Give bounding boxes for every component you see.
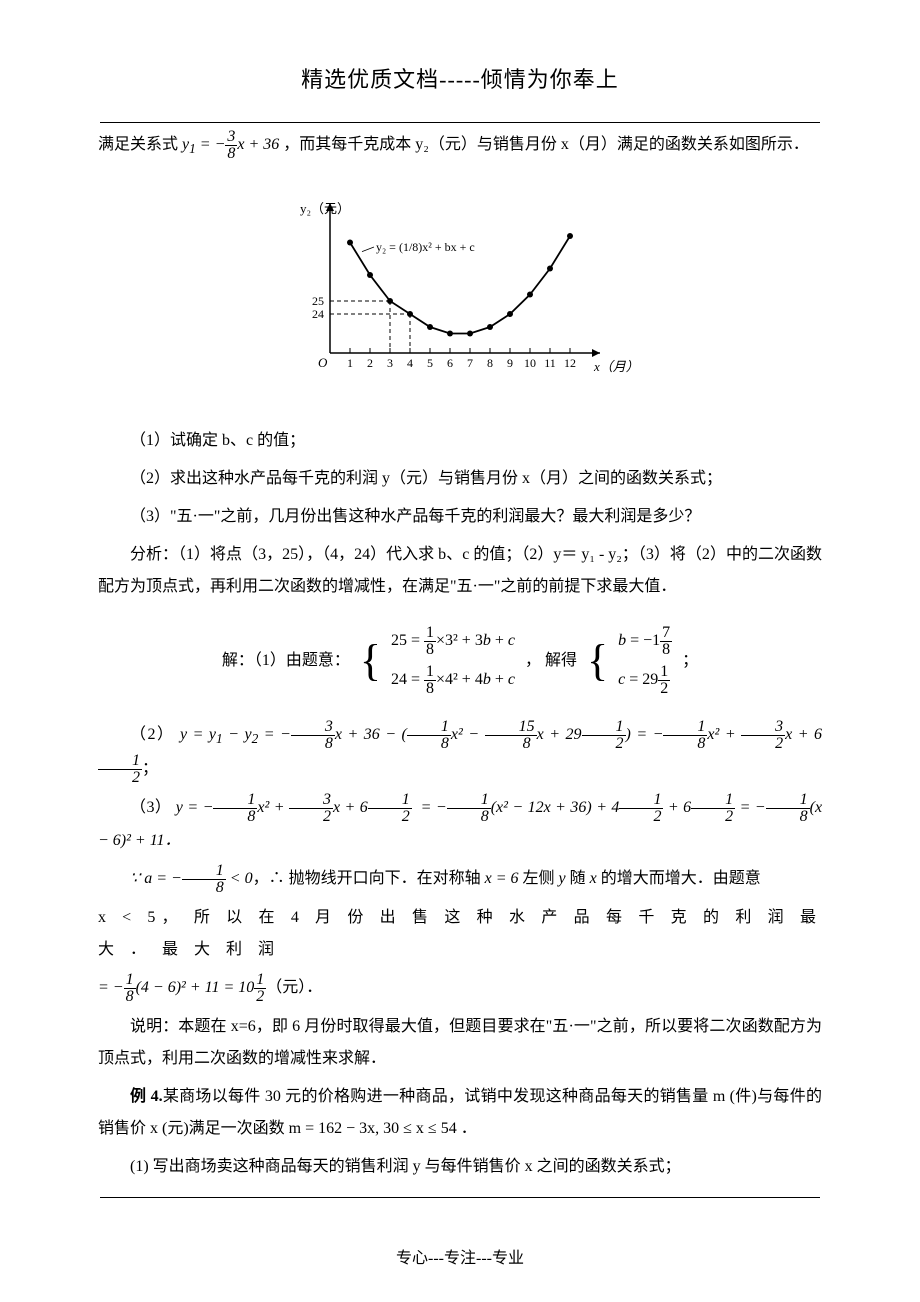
solution-3d: = −18(4 − 6)² + 11 = 1012（元）．	[98, 972, 822, 1005]
footer-divider	[100, 1197, 820, 1198]
svg-text:y₂（元）: y₂（元）	[300, 201, 350, 216]
solution-3c: x < 5， 所 以 在 4 月 份 出 售 这 种 水 产 品 每 千 克 的…	[98, 902, 822, 966]
svg-text:3: 3	[387, 356, 393, 370]
para1-eq: y1 = −38x + 36	[182, 136, 283, 153]
cost-chart-svg: 123456789101112Oy₂（元）x（月）2524y₂ = (1/8)x…	[280, 183, 640, 393]
svg-text:4: 4	[407, 356, 413, 370]
solution-3b: ∵ a = −18 < 0，∴ 抛物线开口向下．在对称轴 x = 6 左侧 y …	[98, 863, 822, 896]
para1-post: ，而其每千克成本 y₂（元）与销售月份 x（月）满足的函数关系如图所示．	[283, 136, 809, 153]
sol1-tail: ；	[678, 623, 702, 699]
sol1-lead: 解：（1）由题意：	[218, 623, 354, 699]
svg-text:x（月）: x（月）	[593, 359, 639, 374]
svg-text:11: 11	[544, 356, 556, 370]
svg-text:7: 7	[467, 356, 473, 370]
para-relation: 满足关系式 y1 = −38x + 36 ，而其每千克成本 y₂（元）与销售月份…	[98, 129, 822, 163]
ex4-lead: 例 4.	[130, 1088, 163, 1105]
svg-text:9: 9	[507, 356, 513, 370]
svg-text:1: 1	[347, 356, 353, 370]
page-header: 精选优质文档-----倾情为你奉上	[98, 62, 822, 94]
svg-text:y₂ = (1/8)x² + bx + c: y₂ = (1/8)x² + bx + c	[376, 240, 475, 254]
svg-text:O: O	[318, 355, 328, 370]
question-2: （2）求出这种水产品每千克的利润 y（元）与销售月份 x（月）之间的函数关系式；	[98, 463, 822, 495]
solution-3a: （3） y = −18x² + 32x + 612 = −18(x² − 12x…	[98, 792, 822, 857]
svg-text:25: 25	[312, 294, 324, 308]
sol1-mid: ， 解得	[521, 623, 581, 699]
example-4: 例 4.某商场以每件 30 元的价格购进一种商品，试销中发现这种商品每天的销售量…	[98, 1081, 822, 1145]
svg-text:8: 8	[487, 356, 493, 370]
svg-text:6: 6	[447, 356, 453, 370]
svg-text:24: 24	[312, 307, 324, 321]
header-divider	[100, 122, 820, 123]
question-1: （1）试确定 b、c 的值；	[98, 425, 822, 457]
svg-text:12: 12	[564, 356, 576, 370]
question-3: （3）"五·一"之前，几月份出售这种水产品每千克的利润最大？最大利润是多少？	[98, 501, 822, 533]
svg-text:5: 5	[427, 356, 433, 370]
solution-2: （2） y = y1 − y2 = −38x + 36 − (18x² − 15…	[98, 719, 822, 786]
page-footer: 专心---专注---专业	[0, 1244, 920, 1268]
solution-1-system: 解：（1）由题意： { 25 = 18×3² + 3b + c ， 解得 { b…	[98, 621, 822, 701]
note: 说明：本题在 x=6，即 6 月份时取得最大值，但题目要求在"五·一"之前，所以…	[98, 1011, 822, 1075]
analysis: 分析：（1）将点（3，25），（4，24）代入求 b、c 的值；（2）y＝ y₁…	[98, 539, 822, 603]
cost-chart: 123456789101112Oy₂（元）x（月）2524y₂ = (1/8)x…	[98, 183, 822, 393]
ex4-body: 某商场以每件 30 元的价格购进一种商品，试销中发现这种商品每天的销售量 m (…	[98, 1088, 822, 1137]
svg-text:10: 10	[524, 356, 536, 370]
para1-pre: 满足关系式	[98, 136, 182, 153]
svg-text:2: 2	[367, 356, 373, 370]
example-4-q1: (1) 写出商场卖这种商品每天的销售利润 y 与每件销售价 x 之间的函数关系式…	[98, 1151, 822, 1183]
